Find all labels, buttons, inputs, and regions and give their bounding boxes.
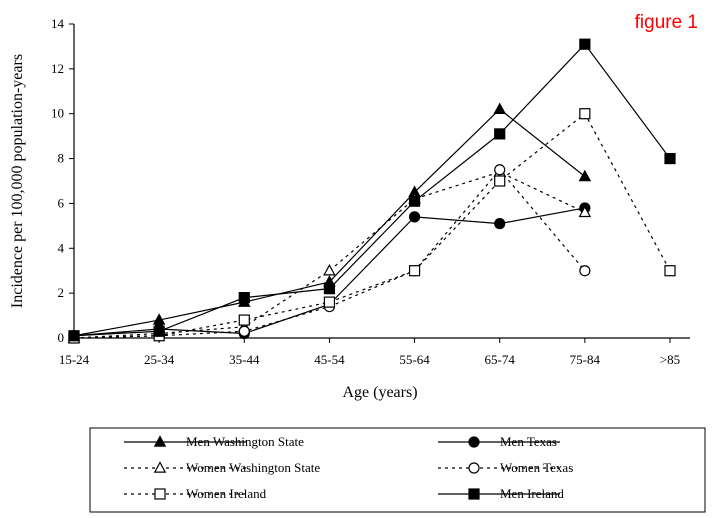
- series-line-women-ireland: [73, 112, 671, 339]
- data-point-men-ireland: [664, 152, 676, 165]
- data-point-women-ireland: [664, 265, 676, 277]
- legend-label: Men Texas: [500, 434, 557, 449]
- data-point-men-ireland: [494, 128, 506, 140]
- data-point-women-ireland: [579, 108, 591, 120]
- data-point-men-washington-state: [578, 169, 592, 182]
- x-tick-label: 35-44: [229, 352, 260, 367]
- legend-marker: [153, 461, 167, 473]
- series-line-women-texas: [73, 168, 586, 339]
- legend-label: Men Ireland: [500, 486, 564, 501]
- legend-label: Men Washington State: [186, 434, 304, 449]
- x-tick-label: 55-64: [399, 352, 430, 367]
- series-line-men-ireland: [73, 43, 671, 337]
- series-lines: [73, 43, 671, 339]
- y-tick-label: 14: [51, 16, 65, 31]
- data-point-men-ireland: [323, 283, 336, 295]
- x-tick-label: 75-84: [570, 352, 601, 367]
- data-point-men-texas: [408, 211, 421, 223]
- y-tick-label: 12: [51, 61, 64, 76]
- legend-label: Women Ireland: [186, 486, 267, 501]
- y-tick-label: 2: [58, 285, 65, 300]
- legend-items: Men Washington State Men Texas Women Washi…: [124, 434, 573, 501]
- data-point-women-ireland: [408, 265, 421, 277]
- x-tick-label: 65-74: [485, 352, 516, 367]
- data-point-men-ireland: [153, 325, 165, 337]
- y-tick-label: 8: [58, 151, 65, 166]
- data-point-men-texas: [494, 218, 506, 230]
- series-line-women-washington-state: [73, 171, 586, 339]
- x-tick-label: 25-34: [144, 352, 175, 367]
- data-point-women-texas: [494, 164, 506, 176]
- data-point-women-texas: [238, 325, 250, 337]
- x-ticks: 15-24 25-34 35-44 45-54 55-64 65-74 75-84 >85: [59, 338, 680, 367]
- data-point-women-ireland: [238, 314, 250, 326]
- data-point-men-ireland: [238, 292, 250, 304]
- legend-marker: [154, 488, 166, 500]
- axes: [73, 24, 690, 339]
- data-point-men-ireland: [408, 195, 421, 207]
- data-point-women-washington-state: [323, 263, 336, 276]
- data-point-women-ireland: [323, 296, 336, 308]
- y-ticks: 0 2 4 6 8 10 12 14: [51, 16, 74, 345]
- y-tick-label: 10: [51, 106, 64, 121]
- legend-marker: [468, 488, 480, 500]
- x-tick-label: >85: [660, 352, 680, 367]
- legend: Men Washington State Men Texas Women Washi…: [89, 427, 706, 513]
- figure-label: figure 1: [635, 12, 698, 33]
- x-axis-label: Age (years): [342, 384, 417, 401]
- y-tick-label: 4: [58, 240, 65, 255]
- legend-label: Women Washington State: [186, 460, 320, 475]
- x-tick-label: 15-24: [59, 352, 90, 367]
- data-point-women-texas: [579, 265, 591, 277]
- y-axis-label: Incidence per 100,000 population-years: [9, 54, 26, 308]
- series-markers: [67, 38, 676, 344]
- legend-marker: [468, 436, 480, 448]
- x-tick-label: 45-54: [314, 352, 345, 367]
- legend-marker: [468, 462, 480, 474]
- data-point-men-washington-state: [493, 102, 506, 114]
- data-point-women-ireland: [494, 175, 506, 187]
- legend-marker: [153, 435, 167, 447]
- y-tick-label: 0: [58, 330, 65, 345]
- data-point-men-ireland: [579, 38, 591, 50]
- data-point-men-ireland: [68, 330, 80, 342]
- legend-label: Women Texas: [500, 460, 573, 475]
- y-tick-label: 6: [58, 195, 65, 210]
- legend-box: [89, 427, 706, 513]
- data-point-women-washington-state: [578, 205, 592, 218]
